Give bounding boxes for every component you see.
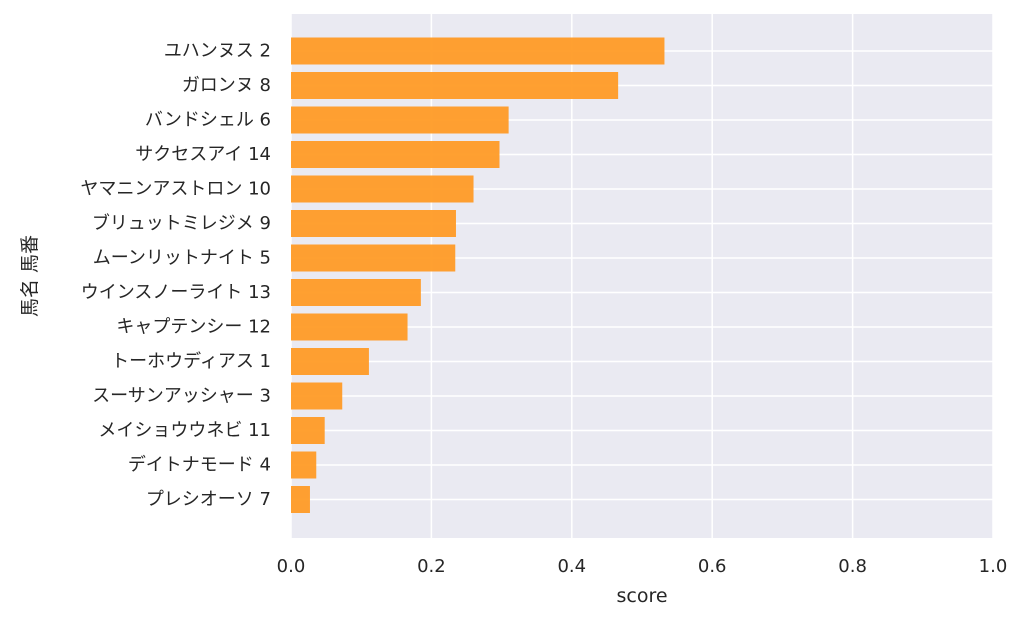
y-tick-label: バンドシェル 6: [145, 110, 271, 131]
bar: [291, 451, 317, 479]
x-tick-label: 0.8: [838, 556, 867, 577]
y-tick-label: ユハンヌス 2: [164, 41, 271, 62]
bar: [291, 141, 500, 168]
x-tick-label: 0.2: [417, 556, 446, 577]
y-tick-label: ガロンヌ 8: [182, 75, 271, 96]
x-tick-label: 1.0: [979, 556, 1008, 577]
bar: [291, 175, 474, 203]
y-tick-label: ブリュットミレジメ 9: [92, 212, 271, 234]
x-tick-label: 0.4: [557, 556, 586, 577]
bar: [291, 244, 456, 272]
y-tick-label: キャプテンシー 12: [116, 317, 271, 338]
bar: [291, 382, 343, 410]
y-tick-label: サクセスアイ 14: [135, 144, 271, 165]
x-tick-labels: 0.0 0.2 0.4 0.6 0.8 1.0: [277, 556, 1008, 577]
x-tick-label: 0.6: [698, 556, 727, 577]
y-tick-label: ヤマニンアストロン 10: [80, 179, 271, 200]
bars: [291, 37, 665, 513]
y-tick-label: ムーンリットナイト 5: [93, 248, 271, 269]
y-tick-label: プレシオーソ 7: [146, 489, 271, 510]
bar: [291, 348, 369, 375]
bar: [291, 279, 421, 306]
x-axis-title: score: [616, 585, 667, 607]
bar: [291, 210, 456, 237]
y-tick-label: メイショウウネビ 11: [98, 420, 271, 441]
y-tick-label: トーホウディアス 1: [111, 351, 271, 372]
plot-area: [291, 14, 993, 538]
y-tick-label: ウインスノーライト 13: [81, 282, 271, 303]
y-tick-label: スーサンアッシャー 3: [92, 386, 271, 407]
bar: [291, 106, 509, 134]
bar: [291, 37, 665, 65]
y-tick-labels: ユハンヌス 2 ガロンヌ 8 バンドシェル 6 サクセスアイ 14 ヤマニンアストロン …: [80, 41, 271, 511]
x-tick-label: 0.0: [277, 556, 306, 577]
bar: [291, 313, 408, 341]
y-axis-title: 馬名 馬番: [19, 235, 41, 317]
bar: [291, 417, 325, 444]
bar: [291, 72, 619, 99]
bar: [291, 486, 310, 513]
y-tick-label: デイトナモード 4: [128, 455, 271, 476]
